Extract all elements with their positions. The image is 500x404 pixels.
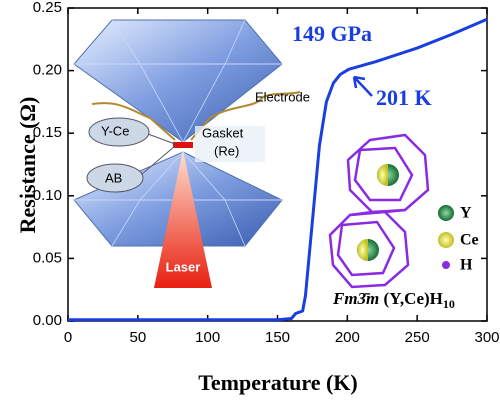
y-tick-label: 0.00 [33,312,62,329]
x-tick-label: 50 [129,329,146,346]
inset-label: Laser [166,259,201,274]
inset-label: Y-Ce [101,123,129,138]
y-tick-label: 0.20 [33,62,62,79]
structure-atoms [357,164,454,269]
x-tick-label: 150 [265,329,290,346]
x-tick-label: 100 [195,329,220,346]
subscript: 10 [443,297,455,311]
data-line [68,17,488,322]
crystal-structure [328,133,430,289]
inset-label: AB [105,170,122,185]
legend-label: Ce [460,232,479,249]
y-tick-label: 0.10 [33,187,62,204]
compound: (Y,Ce)H [384,289,443,308]
inset-label: (Re) [214,143,239,158]
legend-label: Y [460,205,472,222]
space-group: Fm3̄m [332,289,379,308]
x-tick-label: 0 [64,329,72,346]
x-tick-label: 250 [405,329,430,346]
y-tick-label: 0.05 [33,249,62,266]
inset-label: Electrode [255,89,310,104]
dac-illustration [73,19,301,288]
x-axis-label: Temperature (K) [198,370,357,395]
annotation: 149 GPa [292,21,372,46]
x-tick-label: 200 [335,329,360,346]
annotation: 201 K [376,85,432,110]
inset-label: Gasket [202,125,244,140]
legend-label: H [460,257,473,274]
y-tick-label: 0.25 [33,0,62,16]
y-tick-label: 0.15 [33,124,62,141]
y-axis-label: Resistance (Ω) [15,97,40,234]
x-tick-label: 300 [474,329,499,346]
annotation-arrow [352,75,373,97]
formula: Fm3̄m (Y,Ce)H10 [332,289,455,311]
